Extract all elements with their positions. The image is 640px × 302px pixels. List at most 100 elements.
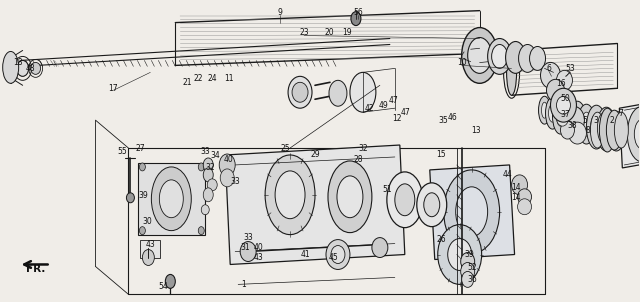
Ellipse shape bbox=[600, 108, 615, 152]
Ellipse shape bbox=[140, 226, 145, 235]
Ellipse shape bbox=[240, 242, 256, 262]
Text: 14: 14 bbox=[511, 193, 520, 202]
Ellipse shape bbox=[448, 239, 472, 271]
Text: 23: 23 bbox=[300, 28, 309, 37]
Text: 49: 49 bbox=[379, 101, 388, 110]
Text: 34: 34 bbox=[211, 152, 220, 160]
Text: 10: 10 bbox=[457, 58, 467, 67]
Ellipse shape bbox=[424, 193, 440, 217]
Text: 40: 40 bbox=[223, 156, 233, 165]
Ellipse shape bbox=[127, 193, 134, 203]
Text: 9: 9 bbox=[278, 8, 282, 17]
Text: 56: 56 bbox=[353, 8, 363, 17]
Text: 53: 53 bbox=[566, 64, 575, 73]
Text: 36: 36 bbox=[468, 275, 477, 284]
Text: 47: 47 bbox=[401, 108, 411, 117]
Text: 26: 26 bbox=[437, 235, 447, 244]
Ellipse shape bbox=[31, 63, 40, 74]
Text: 41: 41 bbox=[300, 250, 310, 259]
Ellipse shape bbox=[461, 252, 475, 271]
Ellipse shape bbox=[538, 96, 550, 124]
Ellipse shape bbox=[561, 100, 577, 136]
Ellipse shape bbox=[506, 41, 525, 73]
Text: 43: 43 bbox=[253, 253, 263, 262]
Text: 32: 32 bbox=[358, 143, 368, 153]
Text: 21: 21 bbox=[182, 78, 192, 87]
Ellipse shape bbox=[207, 179, 217, 191]
Ellipse shape bbox=[597, 113, 609, 143]
Text: 30: 30 bbox=[143, 217, 152, 226]
Text: 44: 44 bbox=[502, 170, 513, 179]
Ellipse shape bbox=[586, 105, 606, 149]
Text: 43: 43 bbox=[145, 240, 156, 249]
Text: 12: 12 bbox=[392, 114, 401, 123]
Ellipse shape bbox=[541, 102, 547, 118]
Ellipse shape bbox=[351, 12, 361, 26]
Ellipse shape bbox=[618, 113, 636, 153]
Ellipse shape bbox=[545, 97, 559, 129]
Text: 27: 27 bbox=[136, 143, 145, 153]
Ellipse shape bbox=[159, 180, 183, 218]
Ellipse shape bbox=[3, 51, 19, 83]
Text: 24: 24 bbox=[207, 74, 217, 83]
Text: 39: 39 bbox=[138, 191, 148, 200]
Ellipse shape bbox=[507, 50, 516, 95]
Polygon shape bbox=[138, 163, 205, 235]
Ellipse shape bbox=[220, 169, 234, 187]
Ellipse shape bbox=[372, 238, 388, 258]
Text: 28: 28 bbox=[353, 156, 363, 165]
Ellipse shape bbox=[548, 104, 557, 122]
Text: 32: 32 bbox=[205, 163, 215, 172]
Text: 35: 35 bbox=[439, 116, 449, 125]
Polygon shape bbox=[140, 239, 161, 258]
Ellipse shape bbox=[461, 271, 474, 288]
Text: 2: 2 bbox=[610, 116, 615, 125]
Ellipse shape bbox=[606, 110, 622, 150]
Ellipse shape bbox=[288, 76, 312, 108]
Ellipse shape bbox=[204, 158, 213, 172]
Ellipse shape bbox=[337, 176, 363, 218]
Text: 7: 7 bbox=[618, 109, 623, 118]
Text: 19: 19 bbox=[342, 28, 352, 37]
Ellipse shape bbox=[550, 88, 577, 122]
Ellipse shape bbox=[547, 79, 564, 101]
Text: 22: 22 bbox=[193, 74, 203, 83]
Ellipse shape bbox=[596, 107, 616, 151]
Ellipse shape bbox=[140, 163, 145, 171]
Ellipse shape bbox=[529, 47, 545, 70]
Ellipse shape bbox=[152, 167, 191, 231]
Ellipse shape bbox=[581, 112, 591, 136]
Ellipse shape bbox=[444, 170, 500, 253]
Ellipse shape bbox=[639, 119, 640, 155]
Ellipse shape bbox=[552, 98, 568, 134]
Ellipse shape bbox=[557, 106, 564, 126]
Ellipse shape bbox=[622, 121, 632, 145]
Ellipse shape bbox=[568, 101, 586, 141]
Text: 25: 25 bbox=[280, 143, 290, 153]
Ellipse shape bbox=[387, 172, 423, 228]
Ellipse shape bbox=[568, 122, 586, 144]
Text: 33: 33 bbox=[230, 177, 240, 186]
Ellipse shape bbox=[591, 114, 602, 140]
Ellipse shape bbox=[326, 239, 350, 269]
Ellipse shape bbox=[557, 96, 570, 114]
Ellipse shape bbox=[561, 121, 575, 139]
Text: 37: 37 bbox=[561, 110, 570, 119]
Text: 40: 40 bbox=[253, 243, 263, 252]
Ellipse shape bbox=[331, 246, 345, 263]
Ellipse shape bbox=[563, 106, 584, 134]
Ellipse shape bbox=[607, 111, 625, 151]
Text: 47: 47 bbox=[389, 96, 399, 105]
Ellipse shape bbox=[577, 104, 595, 144]
Ellipse shape bbox=[198, 226, 204, 235]
Ellipse shape bbox=[329, 80, 347, 106]
Text: FR.: FR. bbox=[26, 265, 45, 275]
Ellipse shape bbox=[518, 189, 532, 205]
Ellipse shape bbox=[591, 112, 604, 148]
Text: 14: 14 bbox=[511, 183, 520, 192]
Ellipse shape bbox=[265, 155, 315, 235]
Ellipse shape bbox=[417, 183, 447, 226]
Text: 17: 17 bbox=[109, 84, 118, 93]
Ellipse shape bbox=[456, 187, 488, 236]
Ellipse shape bbox=[600, 116, 612, 142]
